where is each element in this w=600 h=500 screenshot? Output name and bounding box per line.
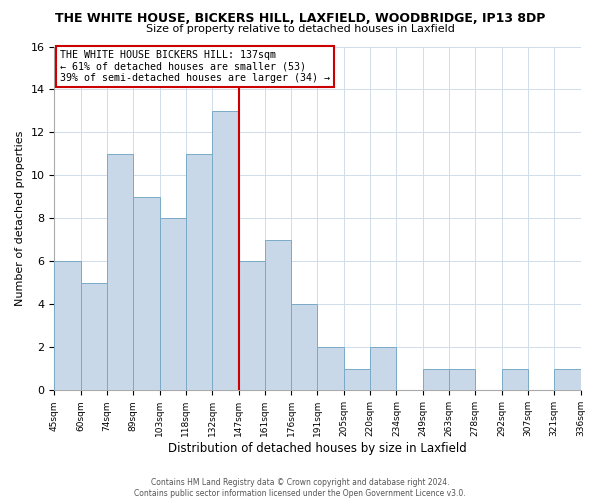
Bar xyxy=(291,304,317,390)
Text: THE WHITE HOUSE BICKERS HILL: 137sqm
← 61% of detached houses are smaller (53)
3: THE WHITE HOUSE BICKERS HILL: 137sqm ← 6… xyxy=(59,50,329,83)
Bar xyxy=(160,218,186,390)
Bar xyxy=(133,197,160,390)
Y-axis label: Number of detached properties: Number of detached properties xyxy=(15,130,25,306)
Text: Size of property relative to detached houses in Laxfield: Size of property relative to detached ho… xyxy=(146,24,454,34)
Bar xyxy=(212,111,239,390)
Bar xyxy=(81,283,107,391)
Bar xyxy=(265,240,291,390)
Bar xyxy=(502,369,528,390)
Bar xyxy=(186,154,212,390)
Bar xyxy=(55,262,81,390)
Bar xyxy=(317,348,344,391)
Bar xyxy=(239,262,265,390)
Bar xyxy=(370,348,397,391)
Bar xyxy=(107,154,133,390)
Bar xyxy=(449,369,475,390)
Bar xyxy=(554,369,581,390)
Bar xyxy=(344,369,370,390)
Text: THE WHITE HOUSE, BICKERS HILL, LAXFIELD, WOODBRIDGE, IP13 8DP: THE WHITE HOUSE, BICKERS HILL, LAXFIELD,… xyxy=(55,12,545,26)
Text: Contains HM Land Registry data © Crown copyright and database right 2024.
Contai: Contains HM Land Registry data © Crown c… xyxy=(134,478,466,498)
X-axis label: Distribution of detached houses by size in Laxfield: Distribution of detached houses by size … xyxy=(168,442,467,455)
Bar xyxy=(422,369,449,390)
